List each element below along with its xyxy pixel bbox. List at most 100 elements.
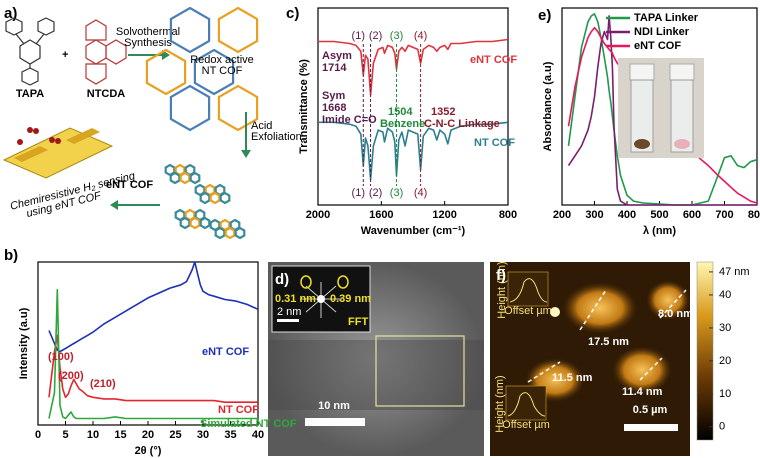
height-label: 11.5 nm [552,372,593,384]
hexagon [224,226,236,240]
vial-content [674,139,690,149]
electrode [14,146,48,162]
x-tick-label: 15 [114,429,126,441]
profile-inset [505,271,549,421]
hexagon [209,191,221,205]
ntcda-structure [85,19,127,85]
annotation: (100) [48,351,74,363]
afm-flake [646,280,690,320]
series-line [318,38,509,96]
x-tick-label: 800 [499,209,517,221]
inset-scale-label: 2 nm [277,306,301,318]
h2-molecules [17,127,61,145]
hexagon [169,6,211,54]
panel-a: a) TAPA + NTCDA Solvothermal Synthesis R… [2,5,302,240]
cof-label: NT COF [202,65,243,77]
exfoliation-label: Acid [251,120,272,132]
annotation: Imide C=O [322,114,377,126]
inset-axis-label: Height (nm) [494,375,506,432]
annotation: 1504 [388,106,413,118]
colorbar [696,261,714,441]
hexagon [193,48,235,96]
plus: + [62,49,68,61]
peak-label: (4) [414,30,427,42]
product-label: eNT COF [106,179,153,191]
panel-label: e) [538,7,551,24]
inset-axis-label: Offset µm [502,419,550,431]
peak-label: (2) [369,30,382,42]
series-line [567,13,758,206]
y-axis-label: Absorbance (a.u) [542,61,554,151]
series-label: eNT COF [470,54,517,66]
sensor-device [2,127,114,179]
x-tick-label: 800 [748,209,760,221]
colorbar-tick-label: 20 [719,355,731,367]
nanosheets [164,163,246,240]
x-tick-label: 600 [683,209,701,221]
cof-structure [145,6,259,132]
series-label: NT COF [474,137,515,149]
series-line [48,261,259,353]
x-tick-label: 700 [715,209,733,221]
annotation: 1668 [322,102,346,114]
panel-label: f) [496,267,506,284]
annotation: (200) [58,370,84,382]
synthesis-label: Synthesis [124,37,172,49]
tapa-structure [5,17,55,86]
hexagon [179,171,191,185]
scale-label: 10 nm [318,400,350,412]
annotation: (210) [90,378,116,390]
panel-f: Height (nm) Offset µm Height (nm) Offset… [490,261,714,456]
series-line [567,15,757,206]
fft-label: 0.31 nm [275,293,316,305]
hexagon [189,171,201,185]
x-tick-label: 300 [585,209,603,221]
fft-title: FFT [348,316,368,328]
annotation: Sym [322,90,345,102]
x-tick-label: 500 [650,209,668,221]
hexagon [199,191,211,205]
exfoliation-label: Exfoliation [251,131,302,143]
fft-spot [337,275,349,289]
vial-body [630,79,654,153]
annotation: Asym [322,50,352,62]
afm-flake [612,346,672,394]
vial-body [670,79,694,153]
scale-label: 0.5 µm [633,404,668,416]
series-label: NT COF [218,404,259,416]
hexagon [217,84,259,132]
x-tick-label: 1200 [432,209,456,221]
x-tick-label: 25 [169,429,181,441]
series-line [48,288,258,420]
vial-cap [669,63,695,81]
afm-particle [550,307,560,317]
series-label: Simulated NT COF [200,418,297,430]
ntcda-label: NTCDA [87,88,126,100]
tapa-label: TAPA [16,88,44,100]
vial-photo [618,58,704,158]
x-tick-label: 35 [224,429,236,441]
panel-d: d) 0.31 nm 0.39 nm 2 nm FFT 10 nm [268,262,484,456]
profile-lines [527,289,687,383]
colorbar-tick-label: 30 [719,322,731,334]
y-axis-label: Transmittance (%) [298,59,310,154]
hexagon [234,226,246,240]
hexagon [199,216,211,230]
x-axis-label: Wavenumber (cm⁻¹) [361,225,466,237]
hexagon [189,216,201,230]
fft-center [317,295,325,303]
hexagon [219,191,231,205]
hexagon [214,226,226,240]
fft-spot [300,275,312,289]
arrowhead [241,150,251,158]
panel-label: d) [275,271,289,288]
x-tick-label: 200 [553,209,571,221]
scale-bar [305,418,365,426]
peak-label: (3) [390,30,403,42]
arrowhead [110,200,118,210]
peak-label: (2) [369,187,382,199]
x-tick-label: 20 [142,429,154,441]
hexagon [217,6,259,54]
